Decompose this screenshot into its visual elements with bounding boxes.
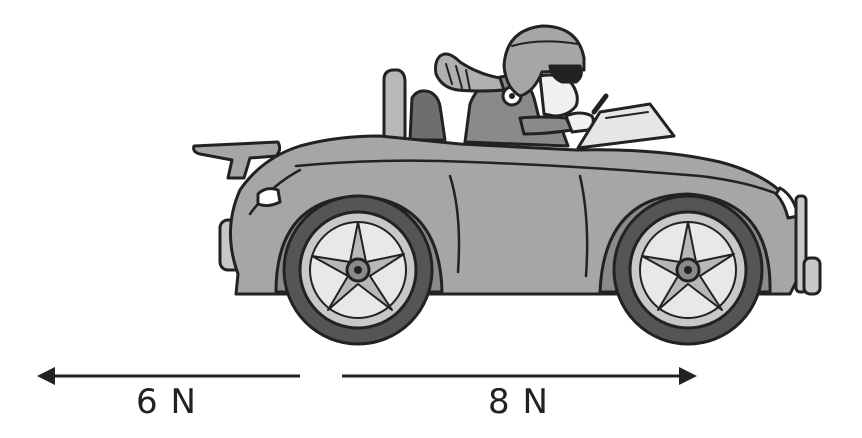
left-force-label: 6 N — [136, 382, 197, 422]
driver-arm — [518, 115, 574, 136]
seat-back — [408, 89, 447, 142]
front-grille — [774, 186, 800, 220]
roll-bar — [382, 68, 407, 139]
right-force-label: 8 N — [488, 382, 549, 422]
front-bumper-tip — [802, 256, 822, 296]
car — [192, 24, 822, 346]
front-wheel — [612, 194, 764, 346]
rear-light — [256, 187, 282, 208]
windshield — [576, 102, 676, 150]
rear-spoiler — [192, 140, 282, 180]
driver-goggles — [548, 64, 583, 84]
steering-wheel — [591, 93, 609, 115]
driver-scarf — [434, 52, 506, 93]
rear-wheel — [282, 194, 434, 346]
